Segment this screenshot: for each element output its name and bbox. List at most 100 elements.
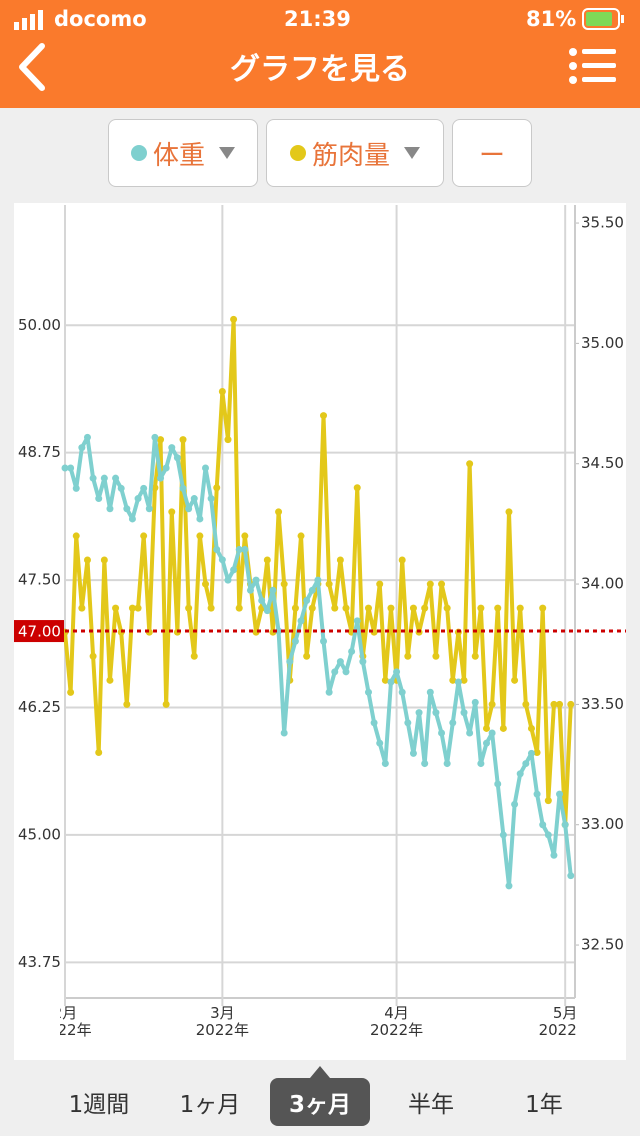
period-tab[interactable]: 1週間 — [68, 1092, 130, 1118]
data-point — [387, 678, 395, 686]
y2-tick-label: 35.50 — [581, 214, 624, 232]
data-point — [415, 709, 423, 717]
period-tab[interactable]: 3ヶ月 — [270, 1078, 370, 1126]
data-point — [263, 556, 271, 564]
data-point — [67, 464, 75, 472]
data-point — [516, 604, 524, 612]
battery-level: 81% — [526, 7, 577, 31]
data-point — [134, 495, 142, 503]
data-point — [162, 700, 170, 708]
data-point — [213, 484, 221, 492]
data-point — [168, 508, 176, 516]
y-tick-label: 43.75 — [18, 953, 61, 971]
data-point — [539, 604, 547, 612]
tab-pointer — [310, 1066, 330, 1078]
reference-label: 47.00 — [18, 623, 61, 641]
period-tab[interactable]: 1年 — [525, 1092, 563, 1118]
data-point — [499, 724, 507, 732]
data-point — [443, 760, 451, 768]
data-point — [488, 729, 496, 737]
status-bar: docomo 21:39 81% — [0, 0, 640, 40]
data-point — [477, 760, 485, 768]
y2-tick-label: 34.50 — [581, 454, 624, 472]
data-point — [230, 566, 238, 574]
menu-button[interactable] — [568, 46, 618, 86]
data-point — [95, 495, 103, 503]
data-point — [89, 474, 97, 482]
data-point — [61, 464, 69, 472]
data-point — [67, 688, 75, 696]
data-point — [179, 484, 187, 492]
data-point — [134, 604, 142, 612]
data-point — [83, 556, 91, 564]
data-point — [539, 821, 547, 829]
y2-tick-label: 34.00 — [581, 575, 624, 593]
data-point — [567, 872, 575, 880]
data-point — [280, 729, 288, 737]
data-point — [173, 454, 181, 462]
data-point — [117, 484, 125, 492]
data-point — [325, 580, 333, 588]
data-point — [421, 604, 429, 612]
data-point — [438, 729, 446, 737]
data-point — [494, 780, 502, 788]
data-point — [449, 676, 457, 684]
data-point — [196, 532, 204, 540]
data-point — [556, 700, 564, 708]
back-button[interactable] — [14, 42, 50, 92]
data-point — [224, 436, 232, 444]
data-point — [83, 433, 91, 441]
data-point — [89, 652, 97, 660]
data-point — [353, 617, 361, 625]
data-point — [561, 821, 569, 829]
data-point — [235, 604, 243, 612]
x-tick-label: 4月 2022年 — [369, 1005, 424, 1039]
data-point — [477, 604, 485, 612]
x-axis-labels: 2月 2022年 3月 2022年 4月 2022年 5月 2022年 — [60, 1005, 577, 1045]
data-point — [522, 760, 530, 768]
data-point — [443, 604, 451, 612]
data-point — [342, 604, 350, 612]
data-point — [275, 508, 283, 516]
data-point — [364, 688, 372, 696]
data-point — [314, 576, 322, 584]
data-point — [454, 678, 462, 686]
data-point — [202, 580, 209, 588]
data-point — [364, 604, 372, 612]
data-point — [202, 464, 209, 472]
data-point — [449, 719, 457, 727]
series-selector[interactable]: 体重 — [108, 119, 258, 187]
header: docomo 21:39 81% グラフを見る — [0, 0, 640, 108]
data-point — [303, 652, 311, 660]
data-point — [471, 698, 479, 706]
data-point — [409, 749, 417, 757]
data-point — [162, 464, 170, 472]
data-point — [151, 484, 159, 492]
period-tab[interactable]: 1ヶ月 — [179, 1092, 241, 1118]
data-point — [308, 586, 316, 594]
legend-dot — [289, 145, 306, 161]
data-point — [252, 576, 260, 584]
data-point — [224, 576, 232, 584]
data-point — [527, 724, 535, 732]
data-point — [331, 604, 339, 612]
data-point — [426, 580, 434, 588]
period-tab[interactable]: 半年 — [408, 1092, 454, 1118]
signal-icon — [14, 10, 43, 30]
data-point — [218, 388, 226, 396]
data-point — [140, 484, 148, 492]
data-point — [511, 800, 519, 808]
y-tick-label: 47.50 — [18, 571, 61, 589]
data-point — [78, 604, 86, 612]
data-point — [297, 617, 305, 625]
series-selector[interactable]: 筋肉量 — [266, 119, 444, 187]
data-point — [280, 580, 288, 588]
data-point — [438, 580, 446, 588]
data-point — [297, 532, 305, 540]
data-point — [544, 831, 552, 839]
data-point — [348, 647, 356, 655]
series-selector[interactable]: ー — [452, 119, 532, 187]
y2-tick-label: 33.50 — [581, 695, 624, 713]
data-point — [494, 604, 502, 612]
